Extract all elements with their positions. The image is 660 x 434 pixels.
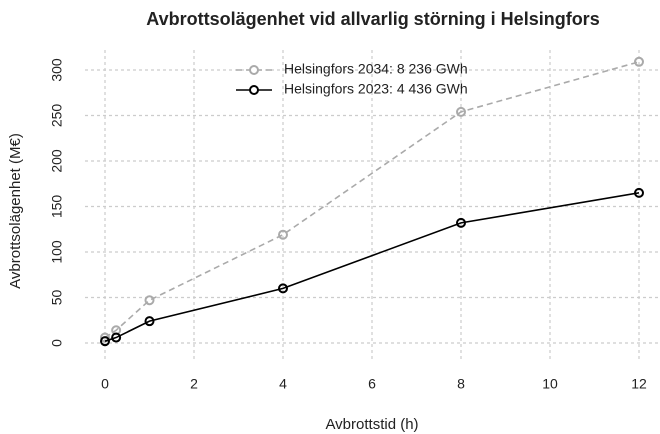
line xyxy=(104,61,640,339)
marker xyxy=(278,229,288,240)
legend-marker xyxy=(249,85,259,95)
y-tick-label: 250 xyxy=(49,104,65,128)
x-tick-label: 12 xyxy=(631,376,647,392)
y-tick-label: 0 xyxy=(49,339,65,347)
legend-label: Helsingfors 2023: 4 436 GWh xyxy=(284,81,468,97)
legend-marker xyxy=(249,65,259,75)
y-tick-label: 150 xyxy=(49,195,65,219)
marker xyxy=(634,187,644,198)
marker xyxy=(456,217,466,228)
y-axis-label: Avbrottsolägenhet (M€) xyxy=(7,133,24,289)
x-tick-label: 6 xyxy=(368,376,376,392)
x-tick-label: 4 xyxy=(279,376,287,392)
marker xyxy=(278,283,288,294)
x-tick-label: 2 xyxy=(190,376,198,392)
y-tick-label: 100 xyxy=(49,240,65,264)
x-tick-label: 8 xyxy=(457,376,465,392)
marker xyxy=(144,316,155,327)
marker xyxy=(100,332,110,343)
marker xyxy=(144,295,155,306)
marker xyxy=(111,332,122,343)
legend-label: Helsingfors 2034: 8 236 GWh xyxy=(284,61,468,77)
marker xyxy=(100,336,110,347)
y-tick-label: 300 xyxy=(49,58,65,82)
x-tick-label: 10 xyxy=(542,376,558,392)
marker xyxy=(634,56,644,67)
y-tick-label: 50 xyxy=(49,290,65,306)
x-tick-label: 0 xyxy=(101,376,109,392)
x-axis-label: Avbrottstid (h) xyxy=(325,416,418,433)
marker xyxy=(456,106,466,117)
y-tick-label: 200 xyxy=(49,149,65,173)
chart-title: Avbrottsolägenhet vid allvarlig störning… xyxy=(146,9,599,29)
line xyxy=(104,192,640,342)
